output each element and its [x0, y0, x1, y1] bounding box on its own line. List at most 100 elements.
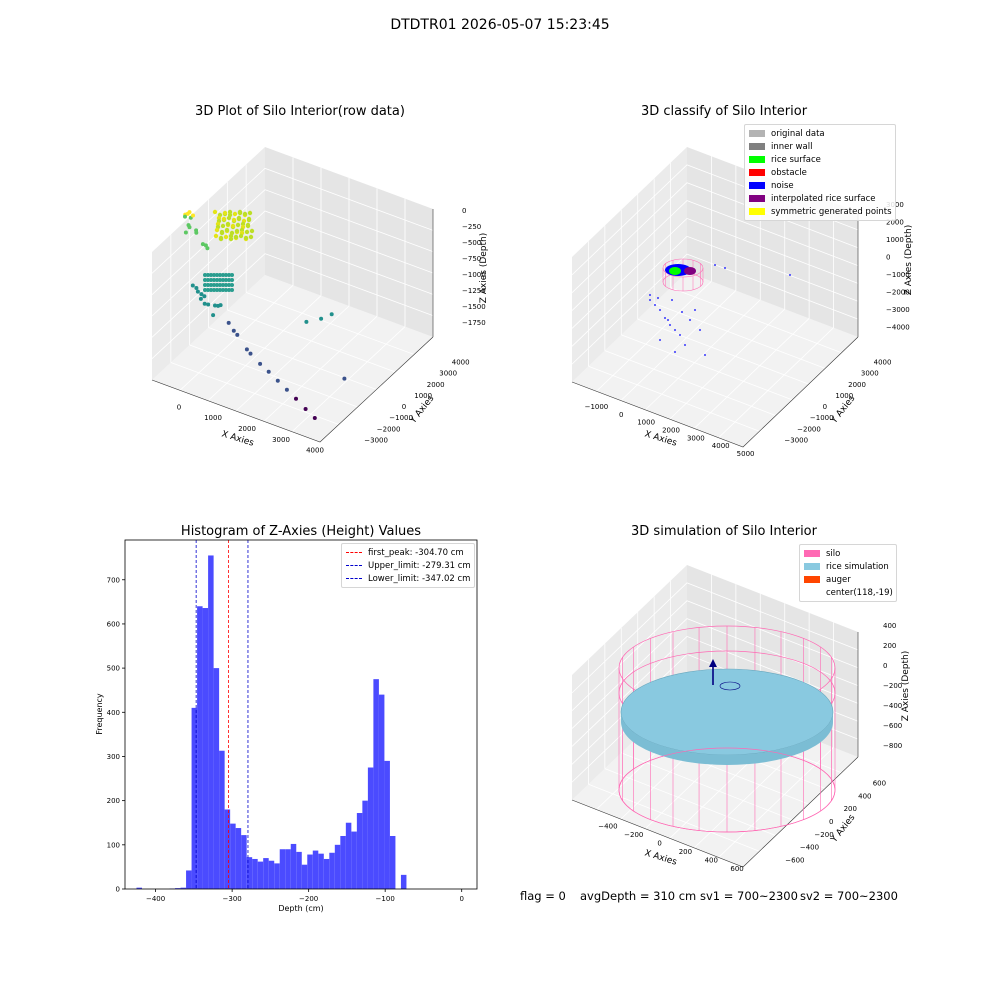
legend-swatch: [749, 130, 765, 137]
data-point: [214, 227, 220, 233]
noise-point: [659, 339, 661, 341]
data-point: [209, 278, 213, 282]
histogram-bar: [301, 864, 308, 889]
data-point: [211, 313, 216, 318]
tick-label: 2000: [848, 381, 866, 389]
data-point: [225, 221, 231, 227]
left-pane: [572, 565, 687, 800]
legend-item-obstacle: obstacle: [749, 166, 891, 179]
tick-label: −1000: [810, 414, 834, 422]
histogram-bar: [351, 831, 357, 889]
legend-swatch: [749, 195, 765, 202]
histogram-bar: [345, 822, 352, 889]
tick-label: −1500: [462, 303, 486, 311]
panel4-3d-simulation: −400−2000200400600−600−400−2000200400600…: [571, 565, 911, 873]
tick-label: −200: [624, 831, 643, 839]
data-point: [203, 288, 207, 292]
grid-line: [604, 350, 776, 416]
data-point: [221, 278, 225, 282]
tick-label: −3000: [784, 436, 808, 444]
data-point: [200, 242, 205, 247]
noise-point: [654, 304, 656, 306]
data-point: [284, 387, 289, 392]
grid-line: [621, 334, 793, 401]
grid-line: [571, 253, 859, 365]
legend-item-auger: auger: [804, 573, 892, 586]
tick-label: −1250: [462, 287, 486, 295]
data-point: [221, 288, 225, 292]
data-point: [222, 210, 228, 216]
histogram-bar: [246, 857, 253, 889]
data-point: [206, 273, 210, 277]
left-pane: [572, 147, 687, 382]
histogram-axes: −400 −300 −200 −100 0 0 100 200 300 400 500 600 700: [107, 539, 478, 903]
x-tick-label: −100: [376, 895, 395, 903]
grid-line: [718, 747, 834, 858]
histogram-bar: [197, 606, 203, 889]
tick-label: 200: [883, 642, 896, 650]
data-point: [212, 209, 218, 215]
histogram-bar: [384, 760, 390, 889]
data-point: [224, 227, 230, 233]
histogram-bar: [373, 679, 379, 889]
panel1-axes: [151, 147, 434, 443]
legend-item-symmetric: symmetric generated points: [749, 205, 892, 218]
data-point: [218, 235, 224, 241]
y-tick-label: 600: [107, 620, 120, 628]
tick-label: 4000: [874, 359, 892, 367]
data-point: [226, 320, 231, 325]
flag-text: flag = 0: [520, 889, 566, 903]
histogram-bar: [213, 668, 220, 889]
data-point: [248, 351, 253, 356]
data-point: [242, 211, 248, 217]
y-tick-label: 700: [107, 576, 120, 584]
legend-swatch: [749, 156, 765, 163]
floor-pane: [572, 272, 858, 447]
legend-swatch: [749, 169, 765, 176]
data-point: [235, 222, 241, 228]
y-tick-label: 500: [107, 665, 120, 673]
histogram-bar: [378, 694, 385, 889]
tick-label: 0: [823, 403, 827, 411]
data-point: [203, 278, 207, 282]
data-point: [228, 236, 234, 242]
legend-line: [346, 578, 362, 579]
data-point: [224, 278, 228, 282]
data-point: [231, 217, 237, 223]
histogram-frame: [124, 539, 478, 890]
rice-edge: [621, 712, 833, 765]
grid-line: [654, 303, 826, 369]
data-point: [329, 312, 334, 317]
grid-line: [645, 299, 761, 411]
tick-label: 400: [858, 792, 871, 800]
tick-label: −600: [785, 857, 804, 865]
data-point: [213, 233, 219, 239]
histogram-bar: [362, 800, 368, 889]
legend-item-upper-limit: Upper_limit: -279.31 cm: [346, 559, 471, 572]
legend-item-interpolated: interpolated rice surface: [749, 192, 891, 205]
data-point: [231, 328, 236, 333]
y-tick-label: 100: [107, 841, 120, 849]
histogram-bar: [367, 767, 374, 889]
data-point: [342, 376, 347, 381]
grid-line: [571, 235, 859, 347]
tick-label: −2000: [797, 425, 821, 433]
noise-point: [664, 317, 666, 319]
y-tick-label: 300: [107, 753, 120, 761]
data-point: [215, 278, 219, 282]
data-point: [227, 278, 231, 282]
data-point: [224, 273, 228, 277]
histogram-bar: [400, 874, 407, 889]
grid-line: [620, 290, 737, 401]
noise-point: [649, 299, 651, 301]
data-point: [212, 273, 216, 277]
histogram-bar: [175, 888, 181, 889]
legend-swatch: [804, 563, 820, 570]
tick-label: 3000: [439, 370, 457, 378]
noise-point: [659, 309, 661, 311]
grid-line: [596, 280, 712, 392]
data-point: [213, 303, 217, 308]
data-point: [190, 283, 195, 288]
data-point: [244, 229, 250, 235]
data-point: [224, 288, 228, 292]
